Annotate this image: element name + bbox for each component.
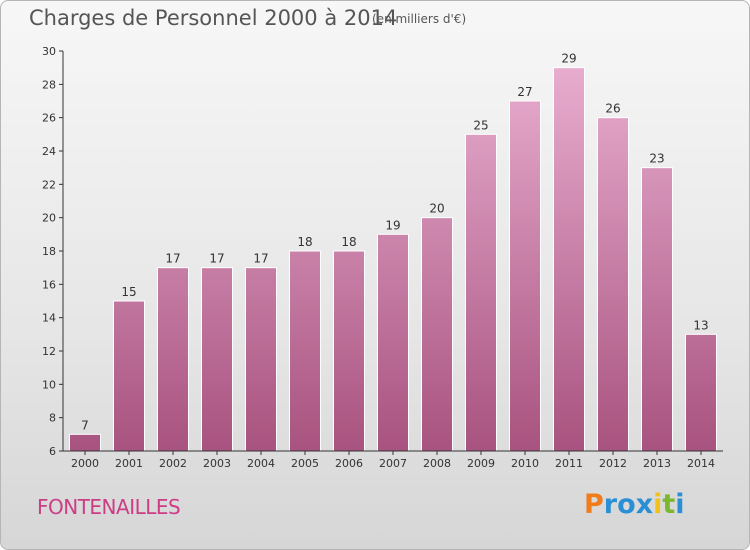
x-tick-label: 2012 xyxy=(599,457,627,470)
data-label: 26 xyxy=(605,102,620,116)
y-tick-label: 6 xyxy=(49,445,56,458)
x-tick-label: 2003 xyxy=(203,457,231,470)
y-tick-label: 22 xyxy=(42,178,56,191)
y-tick-label: 20 xyxy=(42,212,56,225)
bar xyxy=(377,233,409,452)
x-tick-label: 2001 xyxy=(115,457,143,470)
logo-letter: i xyxy=(675,489,685,520)
logo-letter: t xyxy=(662,489,676,520)
logo-letter: i xyxy=(653,489,663,520)
bar xyxy=(597,117,629,452)
bar xyxy=(201,267,233,452)
data-label: 25 xyxy=(473,118,488,132)
y-tick-label: 18 xyxy=(42,245,56,258)
chart-title: Charges de Personnel 2000 à 2014 xyxy=(29,6,398,30)
bar xyxy=(509,100,541,452)
x-tick-label: 2014 xyxy=(687,457,715,470)
x-tick-label: 2005 xyxy=(291,457,319,470)
y-tick-label: 8 xyxy=(49,412,56,425)
x-tick-label: 2013 xyxy=(643,457,671,470)
bar xyxy=(641,167,673,452)
y-tick-label: 14 xyxy=(42,312,56,325)
bar xyxy=(553,67,585,452)
data-label: 20 xyxy=(429,202,444,216)
data-label: 18 xyxy=(297,235,312,249)
x-tick-label: 2006 xyxy=(335,457,363,470)
y-tick-label: 26 xyxy=(42,112,56,125)
x-tick-label: 2000 xyxy=(71,457,99,470)
logo-letter: o xyxy=(617,489,636,520)
data-label: 17 xyxy=(165,252,180,266)
logo-letter: x xyxy=(635,489,654,520)
data-label: 27 xyxy=(517,85,532,99)
logo-letter: P xyxy=(584,489,604,520)
bar xyxy=(465,133,497,452)
data-label: 17 xyxy=(253,252,268,266)
data-label: 23 xyxy=(649,152,664,166)
bar xyxy=(157,267,189,452)
data-label: 13 xyxy=(693,318,708,332)
proxiti-logo: Proxiti xyxy=(584,489,685,520)
x-tick-label: 2009 xyxy=(467,457,495,470)
commune-name: FONTENAILLES xyxy=(37,495,181,519)
bar xyxy=(113,300,145,452)
data-label: 18 xyxy=(341,235,356,249)
x-tick-label: 2008 xyxy=(423,457,451,470)
data-label: 29 xyxy=(561,52,576,66)
bar xyxy=(685,333,717,452)
x-tick-label: 2011 xyxy=(555,457,583,470)
y-tick-label: 24 xyxy=(42,145,56,158)
bar xyxy=(421,217,453,452)
data-label: 15 xyxy=(121,285,136,299)
y-tick-label: 30 xyxy=(42,45,56,58)
x-tick-label: 2004 xyxy=(247,457,275,470)
data-label: 19 xyxy=(385,218,400,232)
y-tick-label: 10 xyxy=(42,378,56,391)
data-label: 17 xyxy=(209,252,224,266)
chart-subtitle: (en milliers d'€) xyxy=(372,12,467,26)
bar xyxy=(289,250,321,452)
bar xyxy=(69,433,101,452)
x-tick-label: 2002 xyxy=(159,457,187,470)
x-tick-label: 2010 xyxy=(511,457,539,470)
bar xyxy=(245,267,277,452)
data-label: 7 xyxy=(81,418,89,432)
y-tick-label: 28 xyxy=(42,78,56,91)
y-tick-label: 12 xyxy=(42,345,56,358)
bar xyxy=(333,250,365,452)
logo-letter: r xyxy=(603,489,618,520)
y-tick-label: 16 xyxy=(42,278,56,291)
x-tick-label: 2007 xyxy=(379,457,407,470)
